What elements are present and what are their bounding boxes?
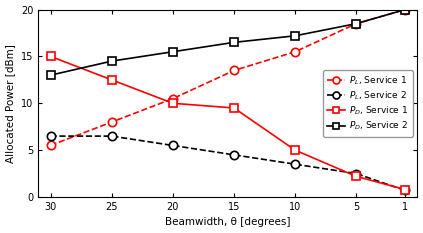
Legend: $P_L$, Service 1, $P_L$, Service 2, $P_D$, Service 1, $P_D$, Service 2: $P_L$, Service 1, $P_L$, Service 2, $P_D…: [323, 70, 413, 137]
Y-axis label: Allocated Power [dBm]: Allocated Power [dBm]: [5, 44, 16, 163]
X-axis label: Beamwidth, θ [degrees]: Beamwidth, θ [degrees]: [165, 217, 291, 227]
